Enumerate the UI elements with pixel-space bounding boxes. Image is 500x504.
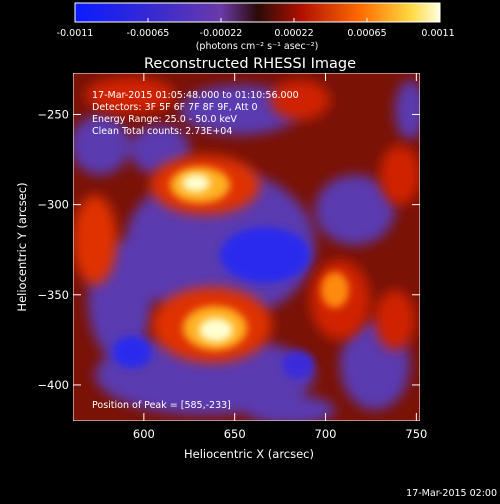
colorbar-tick-label: 0.00065 (347, 28, 386, 39)
colorbar-tick-label: 0.0011 (421, 28, 454, 39)
colorbar-tick-label: -0.0011 (57, 28, 94, 39)
x-tick-label: 650 (224, 427, 246, 441)
x-tick-label: 750 (405, 427, 427, 441)
energy-range-text: Energy Range: 25.0 - 50.0 keV (92, 114, 237, 125)
colorbar-gradient (74, 2, 441, 23)
deep-negative-regions (112, 227, 314, 379)
colorbar-tick-label: -0.00022 (200, 28, 243, 39)
axes: 600 650 700 750 −250 −300 −350 −400 (37, 73, 427, 441)
x-axis-label: Heliocentric X (arcsec) (184, 447, 314, 461)
colorbar-tick-label: 0.00022 (274, 28, 313, 39)
y-tick-label: −300 (37, 198, 69, 212)
x-tick-label: 600 (133, 427, 155, 441)
clean-counts-text: Clean Total counts: 2.73E+04 (92, 126, 232, 137)
peak-sources (182, 174, 233, 342)
time-range-text: 17-Mar-2015 01:05:48.000 to 01:10:56.000 (92, 90, 299, 101)
y-axis-label: Heliocentric Y (arcsec) (15, 182, 29, 311)
y-tick-label: −350 (37, 288, 69, 302)
info-block: 17-Mar-2015 01:05:48.000 to 01:10:56.000… (92, 90, 299, 411)
detectors-text: Detectors: 3F 5F 6F 7F 8F 9F, Att 0 (92, 102, 258, 113)
y-tick-label: −400 (37, 378, 69, 392)
colorbar-tick-label: -0.00065 (127, 28, 170, 39)
colorbar-unit-label: (photons cm⁻² s⁻¹ asec⁻²) (196, 41, 319, 52)
image-title: Reconstructed RHESSI Image (144, 56, 356, 72)
x-tick-label: 700 (315, 427, 337, 441)
peak-position-text: Position of Peak = [585,-233] (92, 400, 231, 411)
colorbar: -0.0011 -0.00065 -0.00022 0.00022 0.0006… (57, 2, 455, 52)
rhessi-image (73, 73, 420, 421)
footer-date: 17-Mar-2015 02:00 (406, 488, 497, 499)
y-tick-label: −250 (37, 107, 69, 121)
